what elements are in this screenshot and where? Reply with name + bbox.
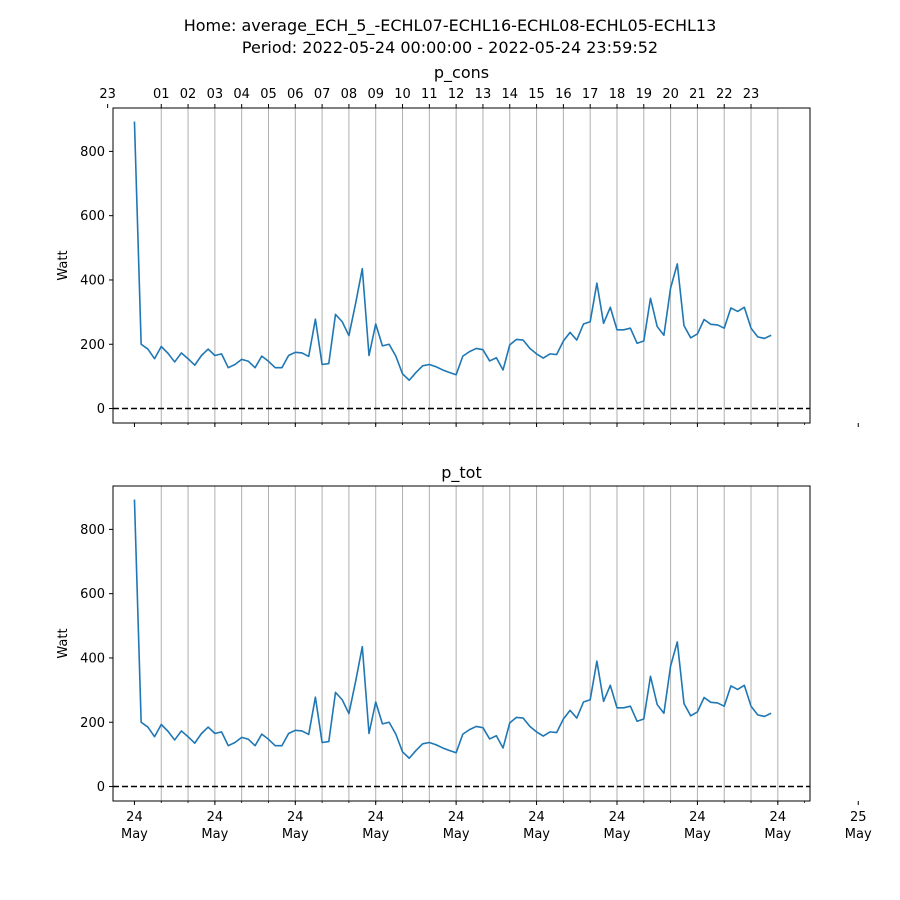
p-cons-y-axis-label: Watt: [56, 250, 71, 280]
top-hour-tick-label: 08: [341, 87, 358, 102]
top-hour-tick-label: 23: [99, 87, 116, 102]
p-cons-y-tick-label: 400: [80, 273, 105, 288]
p-tot-x-tick-month: May: [604, 827, 631, 842]
top-hour-tick-label: 05: [260, 87, 277, 102]
p-tot-x-tick-day: 25: [850, 810, 867, 825]
p-tot-x-tick-day: 24: [448, 810, 465, 825]
p-tot-x-tick-month: May: [764, 827, 791, 842]
top-hour-tick-label: 21: [689, 87, 706, 102]
p-tot-y-tick-label: 800: [80, 523, 105, 538]
p-tot-series-line: [133, 499, 772, 760]
top-hour-tick-label: 11: [421, 87, 438, 102]
p-tot-x-tick-day: 24: [367, 810, 384, 825]
p-tot-x-tick-month: May: [845, 827, 872, 842]
top-hour-tick-label: 20: [662, 87, 679, 102]
p-tot-y-tick-label: 400: [80, 651, 105, 666]
p-tot-x-tick-month: May: [121, 827, 148, 842]
p-tot-panel-title: p_tot: [441, 463, 482, 483]
p-tot-x-tick-day: 24: [609, 810, 626, 825]
p-tot-x-tick-month: May: [362, 827, 389, 842]
p-tot-x-tick-day: 24: [287, 810, 304, 825]
p-tot-x-tick-month: May: [443, 827, 470, 842]
p-cons-y-tick-label: 800: [80, 145, 105, 160]
top-hour-tick-label: 02: [180, 87, 197, 102]
p-tot-x-tick-day: 24: [126, 810, 143, 825]
p-cons-panel-title: p_cons: [434, 63, 489, 83]
top-hour-tick-label: 09: [367, 87, 384, 102]
top-hour-tick-label: 01: [153, 87, 170, 102]
top-hour-tick-label: 14: [501, 87, 518, 102]
top-hour-tick-label: 18: [609, 87, 626, 102]
p-tot-y-tick-label: 0: [97, 780, 105, 795]
top-hour-tick-label: 04: [233, 87, 250, 102]
top-hour-tick-label: 23: [743, 87, 760, 102]
p-tot-y-tick-label: 600: [80, 587, 105, 602]
p-tot-x-tick-day: 24: [770, 810, 787, 825]
top-hour-tick-label: 07: [314, 87, 331, 102]
p-cons-y-tick-label: 600: [80, 209, 105, 224]
top-hour-tick-label: 12: [448, 87, 465, 102]
p-tot-axes-frame: [112, 485, 811, 802]
p-tot-x-tick-day: 24: [528, 810, 545, 825]
p-cons-y-tick-label: 200: [80, 338, 105, 353]
top-hour-tick-label: 13: [475, 87, 492, 102]
p-tot-x-tick-day: 24: [689, 810, 706, 825]
p-tot-x-tick-month: May: [684, 827, 711, 842]
top-hour-tick-label: 10: [394, 87, 411, 102]
figure-period: Period: 2022-05-24 00:00:00 - 2022-05-24…: [241, 38, 659, 57]
top-hour-tick-label: 22: [716, 87, 733, 102]
p-tot-x-tick-month: May: [282, 827, 309, 842]
p-tot-y-tick-label: 200: [80, 716, 105, 731]
top-hour-tick-label: 19: [636, 87, 653, 102]
p-cons-series-line: [133, 121, 772, 382]
p-cons-y-tick-label: 0: [97, 402, 105, 417]
top-hour-tick-label: 17: [582, 87, 599, 102]
p-tot-x-tick-day: 24: [207, 810, 224, 825]
top-hour-tick-label: 06: [287, 87, 304, 102]
p-cons-axes-frame: [112, 107, 811, 424]
p-tot-x-tick-month: May: [201, 827, 228, 842]
top-hour-tick-label: 15: [528, 87, 545, 102]
figure-title: Home: average_ECH_5_-ECHL07-ECHL16-ECHL0…: [183, 16, 717, 35]
top-hour-tick-label: 16: [555, 87, 572, 102]
p-tot-y-axis-label: Watt: [56, 628, 71, 658]
p-tot-x-tick-month: May: [523, 827, 550, 842]
top-hour-tick-label: 03: [207, 87, 224, 102]
